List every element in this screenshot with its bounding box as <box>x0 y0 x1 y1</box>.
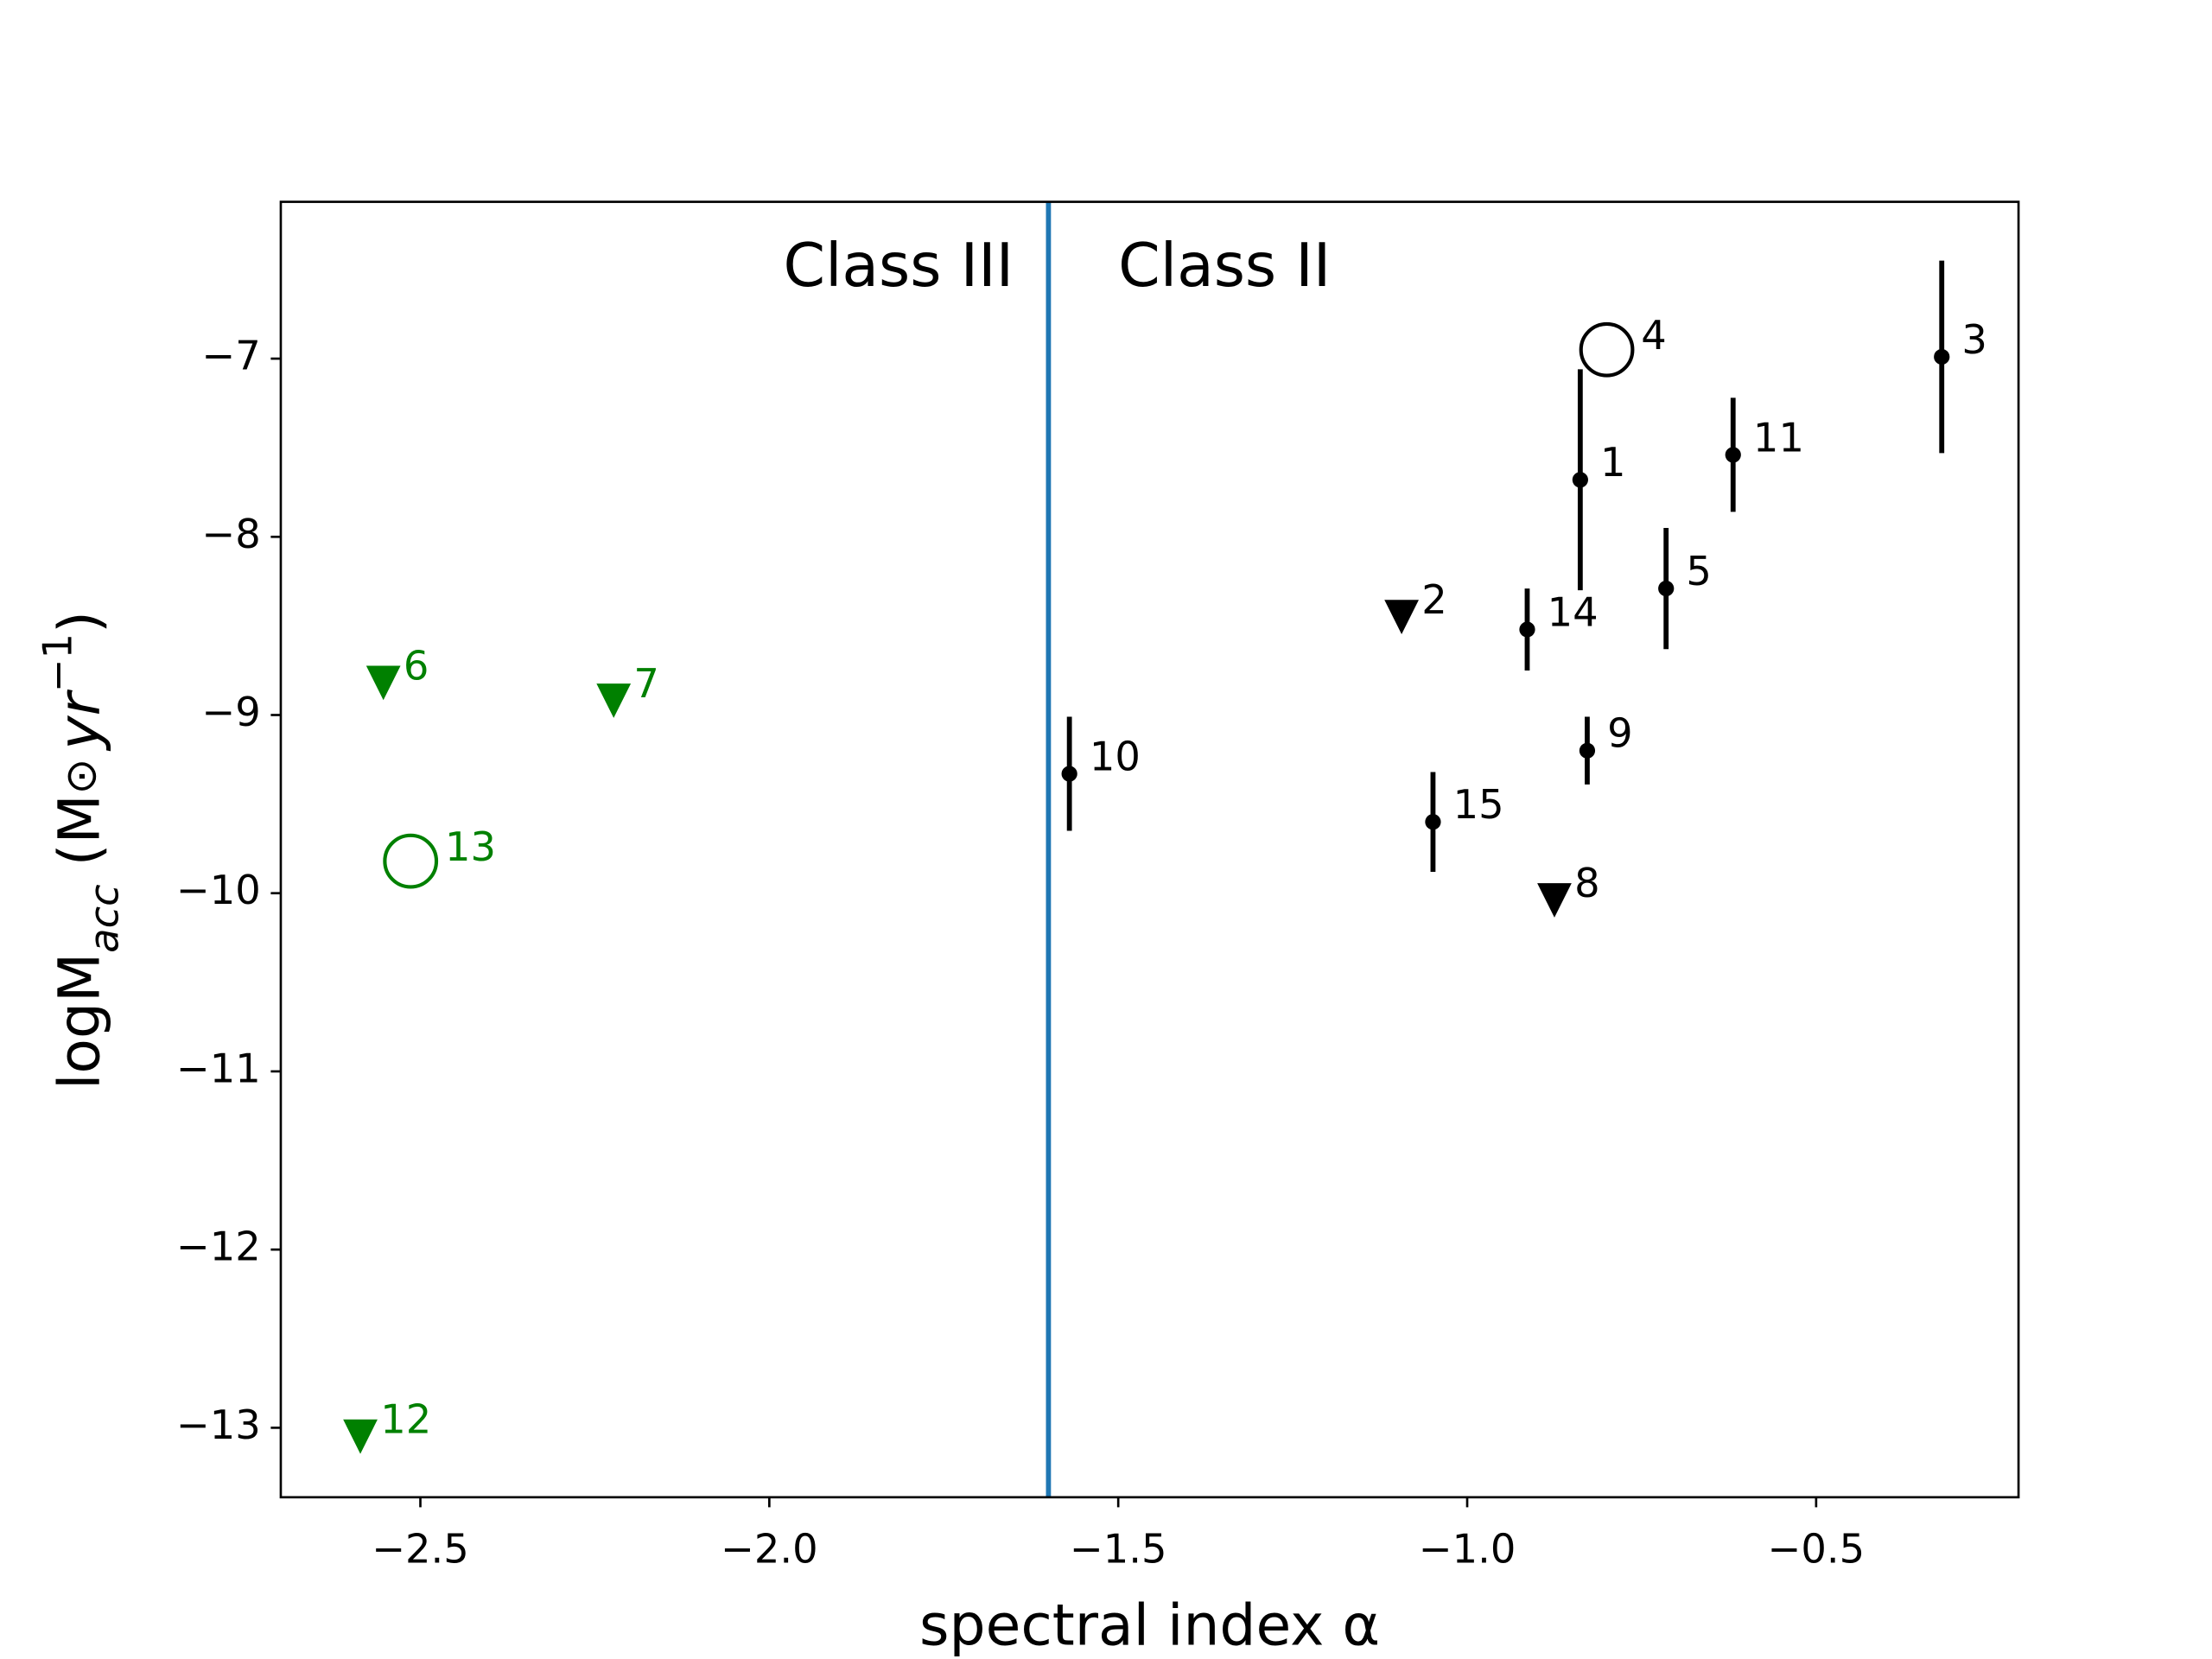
point-label: 4 <box>1641 312 1667 359</box>
y-tick-label: −8 <box>201 511 260 557</box>
x-tick-label: −2.5 <box>372 1525 469 1572</box>
y-tick-label: −13 <box>176 1402 261 1448</box>
x-axis-label: spectral index α <box>919 1591 1380 1658</box>
point-label: 14 <box>1548 588 1599 635</box>
y-axis-label: logMacc (M⊙ yr−1) <box>34 611 127 1090</box>
data-point <box>1061 766 1077 782</box>
upper-limit-marker <box>1537 883 1572 918</box>
y-tick-label: −10 <box>176 867 261 913</box>
y-axis-label-part: −1 <box>34 633 80 692</box>
open-marker <box>383 833 439 889</box>
data-point <box>1658 580 1675 597</box>
annotation: Class II <box>1118 231 1331 301</box>
data-point <box>1519 621 1535 638</box>
open-marker <box>1579 321 1635 378</box>
point-label: 1 <box>1600 439 1626 486</box>
point-label: 11 <box>1753 414 1804 461</box>
data-point <box>1579 742 1596 759</box>
y-axis-label-part: acc <box>80 884 127 952</box>
x-tick-label: −1.0 <box>1419 1525 1516 1572</box>
data-point <box>1725 447 1741 463</box>
y-tick-label: −9 <box>201 689 260 735</box>
point-label: 9 <box>1607 710 1633 757</box>
point-label: 12 <box>380 1396 431 1443</box>
point-label: 15 <box>1453 781 1504 828</box>
y-axis-label-part: ) <box>45 611 112 633</box>
point-label: 3 <box>1961 316 1987 363</box>
y-tick-label: −11 <box>176 1045 261 1091</box>
upper-limit-marker <box>596 683 632 718</box>
point-label: 8 <box>1574 860 1600 906</box>
y-axis-label-part: yr <box>45 690 112 752</box>
point-label: 2 <box>1421 576 1447 623</box>
data-point <box>1934 348 1950 365</box>
y-tick-label: −12 <box>176 1224 261 1270</box>
y-axis-label-part: ⊙ <box>55 759 105 795</box>
y-axis-label-part: (M <box>45 794 112 884</box>
x-tick-label: −1.5 <box>1070 1525 1167 1572</box>
upper-limit-marker <box>1384 600 1419 634</box>
plot-frame <box>279 200 2020 1499</box>
point-label: 5 <box>1686 548 1712 594</box>
point-label: 13 <box>445 823 496 870</box>
annotation: Class III <box>783 231 1014 301</box>
point-label: 6 <box>404 642 429 689</box>
x-tick-label: −0.5 <box>1768 1525 1866 1572</box>
x-tick-label: −2.0 <box>721 1525 818 1572</box>
upper-limit-marker <box>343 1419 378 1454</box>
upper-limit-marker <box>365 665 401 701</box>
data-point <box>1425 814 1441 830</box>
point-label: 10 <box>1090 733 1141 779</box>
y-axis-label-part: logM <box>45 953 112 1090</box>
point-label: 7 <box>633 660 659 707</box>
y-tick-label: −7 <box>201 333 260 379</box>
data-point <box>1572 472 1588 488</box>
